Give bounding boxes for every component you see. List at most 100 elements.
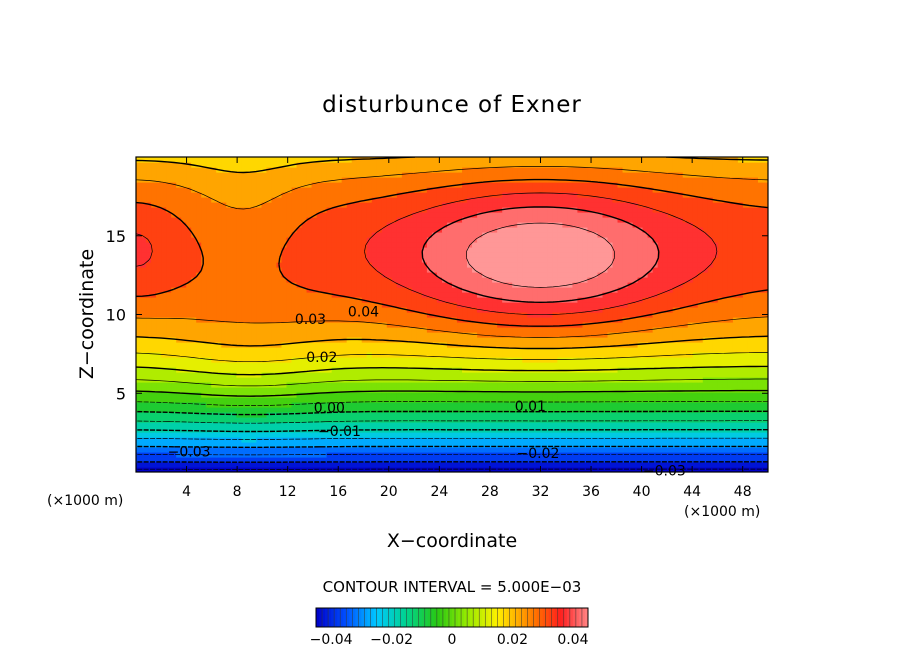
contour-cell: [522, 322, 528, 328]
contour-cell: [687, 467, 694, 472]
contour-cell: [632, 277, 639, 283]
contour-cell: [266, 457, 273, 463]
contour-cell: [156, 432, 162, 438]
contour-cell: [266, 447, 273, 453]
contour-cell: [151, 462, 157, 468]
contour-cell: [441, 467, 448, 472]
contour-cell: [757, 447, 764, 453]
contour-cell: [467, 337, 473, 343]
contour-cell: [356, 407, 363, 413]
contour-cell: [271, 377, 278, 383]
contour-cell: [241, 412, 247, 418]
contour-cell: [707, 337, 714, 343]
contour-cell: [702, 392, 709, 398]
contour-cell: [522, 407, 528, 413]
contour-cell: [462, 462, 468, 468]
contour-cell: [316, 322, 323, 328]
contour-cell: [396, 297, 403, 303]
contour-cell: [542, 387, 548, 393]
contour-cell: [261, 272, 268, 278]
contour-cell: [226, 372, 232, 378]
contour-cell: [156, 422, 162, 428]
contour-cell: [492, 357, 498, 363]
contour-cell: [226, 377, 232, 383]
contour-cell: [186, 347, 192, 353]
contour-cell: [527, 287, 533, 293]
contour-cell: [166, 462, 172, 468]
contour-cell: [757, 402, 764, 408]
contour-cell: [301, 322, 308, 328]
contour-cell: [667, 402, 674, 408]
contour-cell: [426, 362, 433, 368]
contour-cell: [517, 332, 523, 338]
contour-cell: [702, 357, 709, 363]
contour-cell: [431, 362, 438, 368]
contour-cell: [762, 352, 768, 358]
contour-cell: [592, 317, 599, 323]
contour-cell: [286, 422, 293, 428]
contour-cell: [186, 397, 192, 403]
contour-cell: [502, 292, 508, 298]
contour-cell: [146, 307, 152, 313]
contour-cell: [482, 302, 488, 308]
contour-cell: [186, 292, 192, 298]
contour-cell: [271, 457, 278, 463]
contour-cell: [492, 457, 498, 463]
contour-cell: [341, 382, 348, 388]
contour-cell: [602, 387, 609, 393]
contour-cell: [537, 387, 543, 393]
contour-cell: [627, 312, 634, 318]
contour-cell: [271, 432, 278, 438]
contour-cell: [467, 387, 473, 393]
contour-cell: [497, 397, 503, 403]
contour-cell: [156, 292, 162, 298]
contour-cell: [597, 302, 604, 308]
contour-cell: [306, 457, 313, 463]
contour-cell: [612, 282, 619, 288]
contour-cell: [216, 422, 222, 428]
contour-cell: [311, 442, 318, 448]
contour-cell: [196, 387, 202, 393]
contour-cell: [416, 302, 423, 308]
contour-cell: [662, 327, 669, 333]
contour-cell: [411, 387, 418, 393]
contour-cell: [336, 452, 343, 458]
contour-cell: [747, 277, 754, 283]
contour-cell: [552, 382, 558, 388]
contour-cell: [336, 402, 343, 408]
contour-cell: [416, 282, 423, 288]
contour-cell: [236, 457, 242, 463]
contour-cell: [582, 437, 589, 443]
contour-cell: [396, 327, 403, 333]
contour-cell: [301, 272, 308, 278]
contour-cell: [732, 277, 739, 283]
contour-cell: [532, 277, 538, 283]
contour-cell: [752, 307, 759, 313]
contour-cell: [401, 412, 408, 418]
contour-cell: [462, 432, 468, 438]
contour-cell: [256, 322, 262, 328]
contour-cell: [672, 362, 679, 368]
contour-cell: [286, 362, 293, 368]
contour-cell: [512, 462, 518, 468]
contour-cell: [547, 367, 553, 373]
contour-cell: [622, 362, 629, 368]
contour-cell: [507, 412, 513, 418]
contour-cell: [241, 282, 247, 288]
contour-cell: [527, 432, 533, 438]
contour-cell: [697, 292, 704, 298]
contour-cell: [276, 422, 283, 428]
contour-cell: [472, 347, 478, 353]
contour-cell: [732, 462, 739, 468]
contour-cell: [371, 442, 378, 448]
contour-cell: [141, 392, 147, 398]
contour-cell: [196, 427, 202, 433]
contour-cell: [737, 317, 744, 323]
contour-cell: [171, 357, 177, 363]
contour-cell: [487, 412, 493, 418]
contour-cell: [627, 372, 634, 378]
contour-cell: [712, 467, 719, 472]
contour-cell: [587, 347, 594, 353]
contour-cell: [537, 272, 543, 278]
contour-cell: [396, 412, 403, 418]
